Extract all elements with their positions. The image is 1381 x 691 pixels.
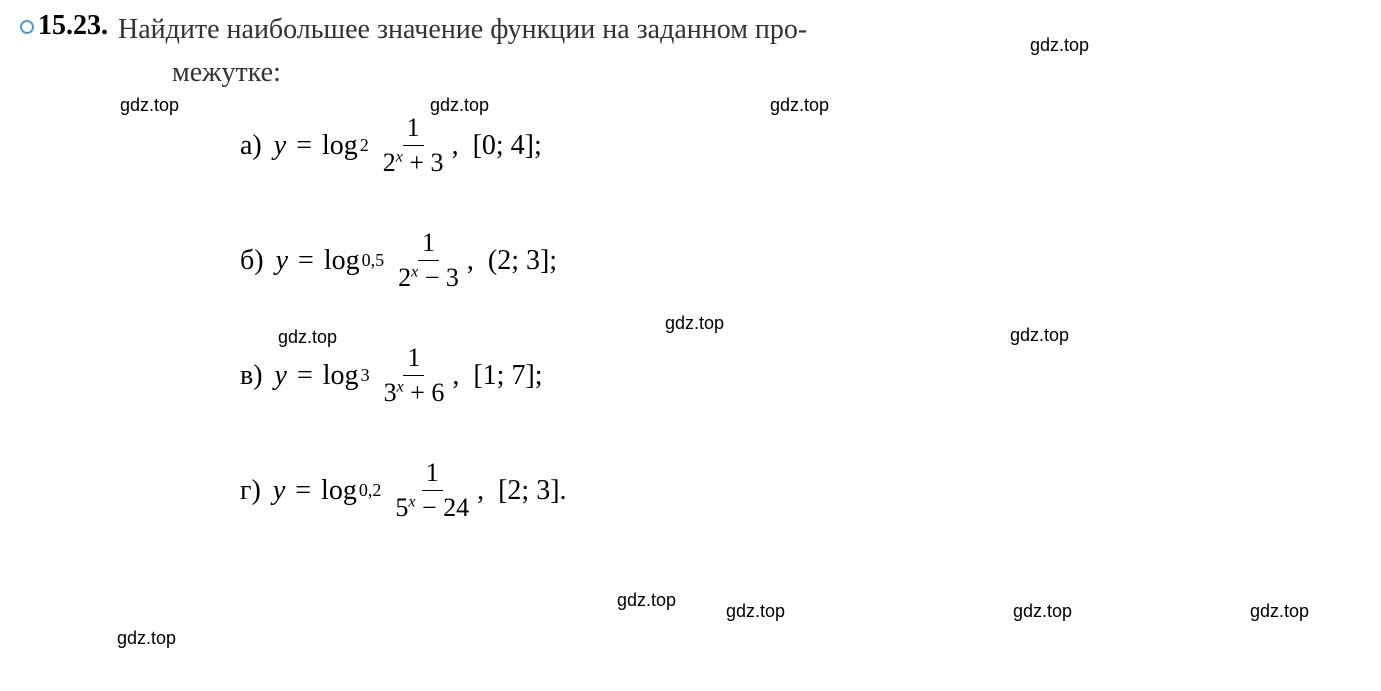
comma: ,	[477, 475, 484, 507]
denominator: 2x + 3	[379, 146, 448, 178]
watermark-text: gdz.top	[726, 601, 785, 622]
problem-header: 15.23. Найдите наибольшее значение функц…	[20, 10, 1361, 49]
numerator: 1	[403, 343, 424, 376]
interval: [1; 7];	[473, 360, 542, 392]
subproblem-label: в)	[240, 360, 263, 392]
watermark-text: gdz.top	[120, 95, 179, 116]
comma: ,	[467, 245, 474, 277]
interval: [2; 3].	[498, 475, 566, 507]
subproblem-g: г) y = log 0,2 1 5x − 24 , [2; 3].	[240, 458, 1361, 523]
equals-sign: =	[296, 130, 312, 162]
subproblems-list: а) y = log 2 1 2x + 3 , [0; 4]; б) y = l…	[240, 113, 1361, 523]
equation: y = log 2 1 2x + 3 , [0; 4];	[274, 113, 542, 178]
denominator: 5x − 24	[391, 491, 473, 523]
equals-sign: =	[297, 360, 313, 392]
variable-y: y	[273, 475, 285, 507]
fraction: 1 3x + 6	[380, 343, 449, 408]
problem-text-line2: межутке:	[172, 57, 1361, 89]
numerator: 1	[418, 228, 439, 261]
comma: ,	[452, 130, 459, 162]
log-function: log	[323, 360, 359, 392]
denominator: 3x + 6	[380, 376, 449, 408]
subproblem-label: а)	[240, 130, 262, 162]
log-function: log	[321, 475, 357, 507]
variable-y: y	[275, 360, 287, 392]
subproblem-b: б) y = log 0,5 1 2x − 3 , (2; 3];	[240, 228, 1361, 293]
watermark-text: gdz.top	[430, 95, 489, 116]
watermark-text: gdz.top	[1013, 601, 1072, 622]
log-base: 2	[360, 135, 369, 156]
equation: y = log 0,5 1 2x − 3 , (2; 3];	[276, 228, 558, 293]
fraction: 1 2x − 3	[394, 228, 463, 293]
interval: [0; 4];	[473, 130, 542, 162]
denominator: 2x − 3	[394, 261, 463, 293]
watermark-text: gdz.top	[117, 628, 176, 649]
subproblem-v: в) y = log 3 1 3x + 6 , [1; 7];	[240, 343, 1361, 408]
fraction: 1 5x − 24	[391, 458, 473, 523]
comma: ,	[452, 360, 459, 392]
watermark-text: gdz.top	[1030, 35, 1089, 56]
watermark-text: gdz.top	[770, 95, 829, 116]
variable-y: y	[276, 245, 288, 277]
watermark-text: gdz.top	[278, 327, 337, 348]
numerator: 1	[403, 113, 424, 146]
equation: y = log 3 1 3x + 6 , [1; 7];	[275, 343, 543, 408]
subproblem-a: а) y = log 2 1 2x + 3 , [0; 4];	[240, 113, 1361, 178]
equals-sign: =	[295, 475, 311, 507]
variable-y: y	[274, 130, 286, 162]
watermark-text: gdz.top	[1250, 601, 1309, 622]
interval: (2; 3];	[488, 245, 557, 277]
watermark-text: gdz.top	[617, 590, 676, 611]
fraction: 1 2x + 3	[379, 113, 448, 178]
numerator: 1	[422, 458, 443, 491]
difficulty-marker-icon	[20, 20, 34, 34]
subproblem-label: б)	[240, 245, 264, 277]
subproblem-label: г)	[240, 475, 261, 507]
equals-sign: =	[298, 245, 314, 277]
log-function: log	[324, 245, 360, 277]
problem-text-line1: Найдите наибольшее значение функции на з…	[118, 10, 807, 49]
log-base: 3	[361, 365, 370, 386]
log-function: log	[322, 130, 358, 162]
log-base: 0,2	[359, 480, 382, 501]
watermark-text: gdz.top	[665, 313, 724, 334]
log-base: 0,5	[362, 250, 385, 271]
watermark-text: gdz.top	[1010, 325, 1069, 346]
equation: y = log 0,2 1 5x − 24 , [2; 3].	[273, 458, 567, 523]
problem-number: 15.23.	[38, 10, 108, 42]
